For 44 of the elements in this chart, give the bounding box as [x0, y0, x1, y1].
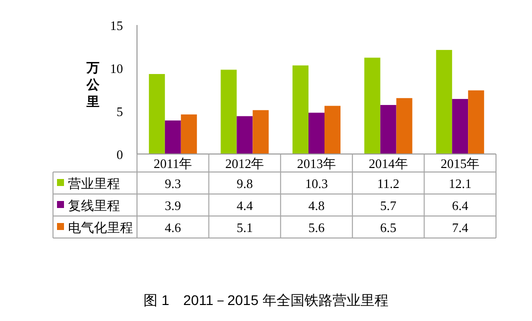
y-tick-label: 0 — [116, 147, 123, 162]
data-label: 6.4 — [452, 198, 469, 213]
y-tick-label: 5 — [116, 104, 123, 119]
bar — [220, 70, 237, 154]
bar — [252, 110, 269, 154]
bar — [396, 98, 412, 154]
y-tick-label: 10 — [110, 61, 123, 76]
x-tick-label: 2011年 — [154, 156, 192, 171]
bar — [452, 98, 468, 154]
bar — [468, 90, 484, 154]
bar — [436, 50, 452, 154]
y-axis-title: 万公里 — [86, 60, 100, 109]
bar — [308, 112, 324, 154]
y-tick-label: 15 — [110, 18, 123, 33]
bar — [164, 120, 181, 154]
x-tick-label: 2015年 — [440, 156, 480, 171]
legend-label: 营业里程 — [68, 176, 120, 191]
data-label: 9.3 — [164, 176, 182, 191]
bar — [324, 106, 340, 154]
bar — [180, 114, 197, 154]
text: 图 1 2011－2015 年全国铁路营业里程 — [144, 292, 388, 308]
data-label: 11.2 — [377, 176, 400, 191]
x-tick-label: 2012年 — [225, 156, 264, 171]
x-tick-label: 2014年 — [368, 156, 408, 171]
data-label: 3.9 — [164, 198, 182, 213]
bar — [236, 116, 253, 154]
data-label: 5.7 — [380, 198, 397, 213]
data-label: 4.6 — [164, 220, 182, 235]
data-label: 5.6 — [308, 220, 326, 235]
bar — [380, 104, 396, 154]
x-tick-label: 2013年 — [297, 156, 336, 171]
data-label: 4.4 — [236, 198, 254, 213]
data-label: 12.1 — [448, 176, 472, 191]
bar — [364, 58, 380, 154]
data-label: 4.8 — [308, 198, 325, 213]
data-label: 10.3 — [305, 176, 328, 191]
data-label: 5.1 — [236, 220, 253, 235]
legend-label: 电气化里程 — [68, 220, 133, 235]
data-label: 7.4 — [452, 220, 469, 235]
data-label: 6.5 — [380, 220, 396, 235]
bar — [292, 65, 308, 154]
legend-label: 复线里程 — [68, 198, 120, 213]
bar — [148, 74, 165, 154]
data-label: 9.8 — [236, 176, 253, 191]
